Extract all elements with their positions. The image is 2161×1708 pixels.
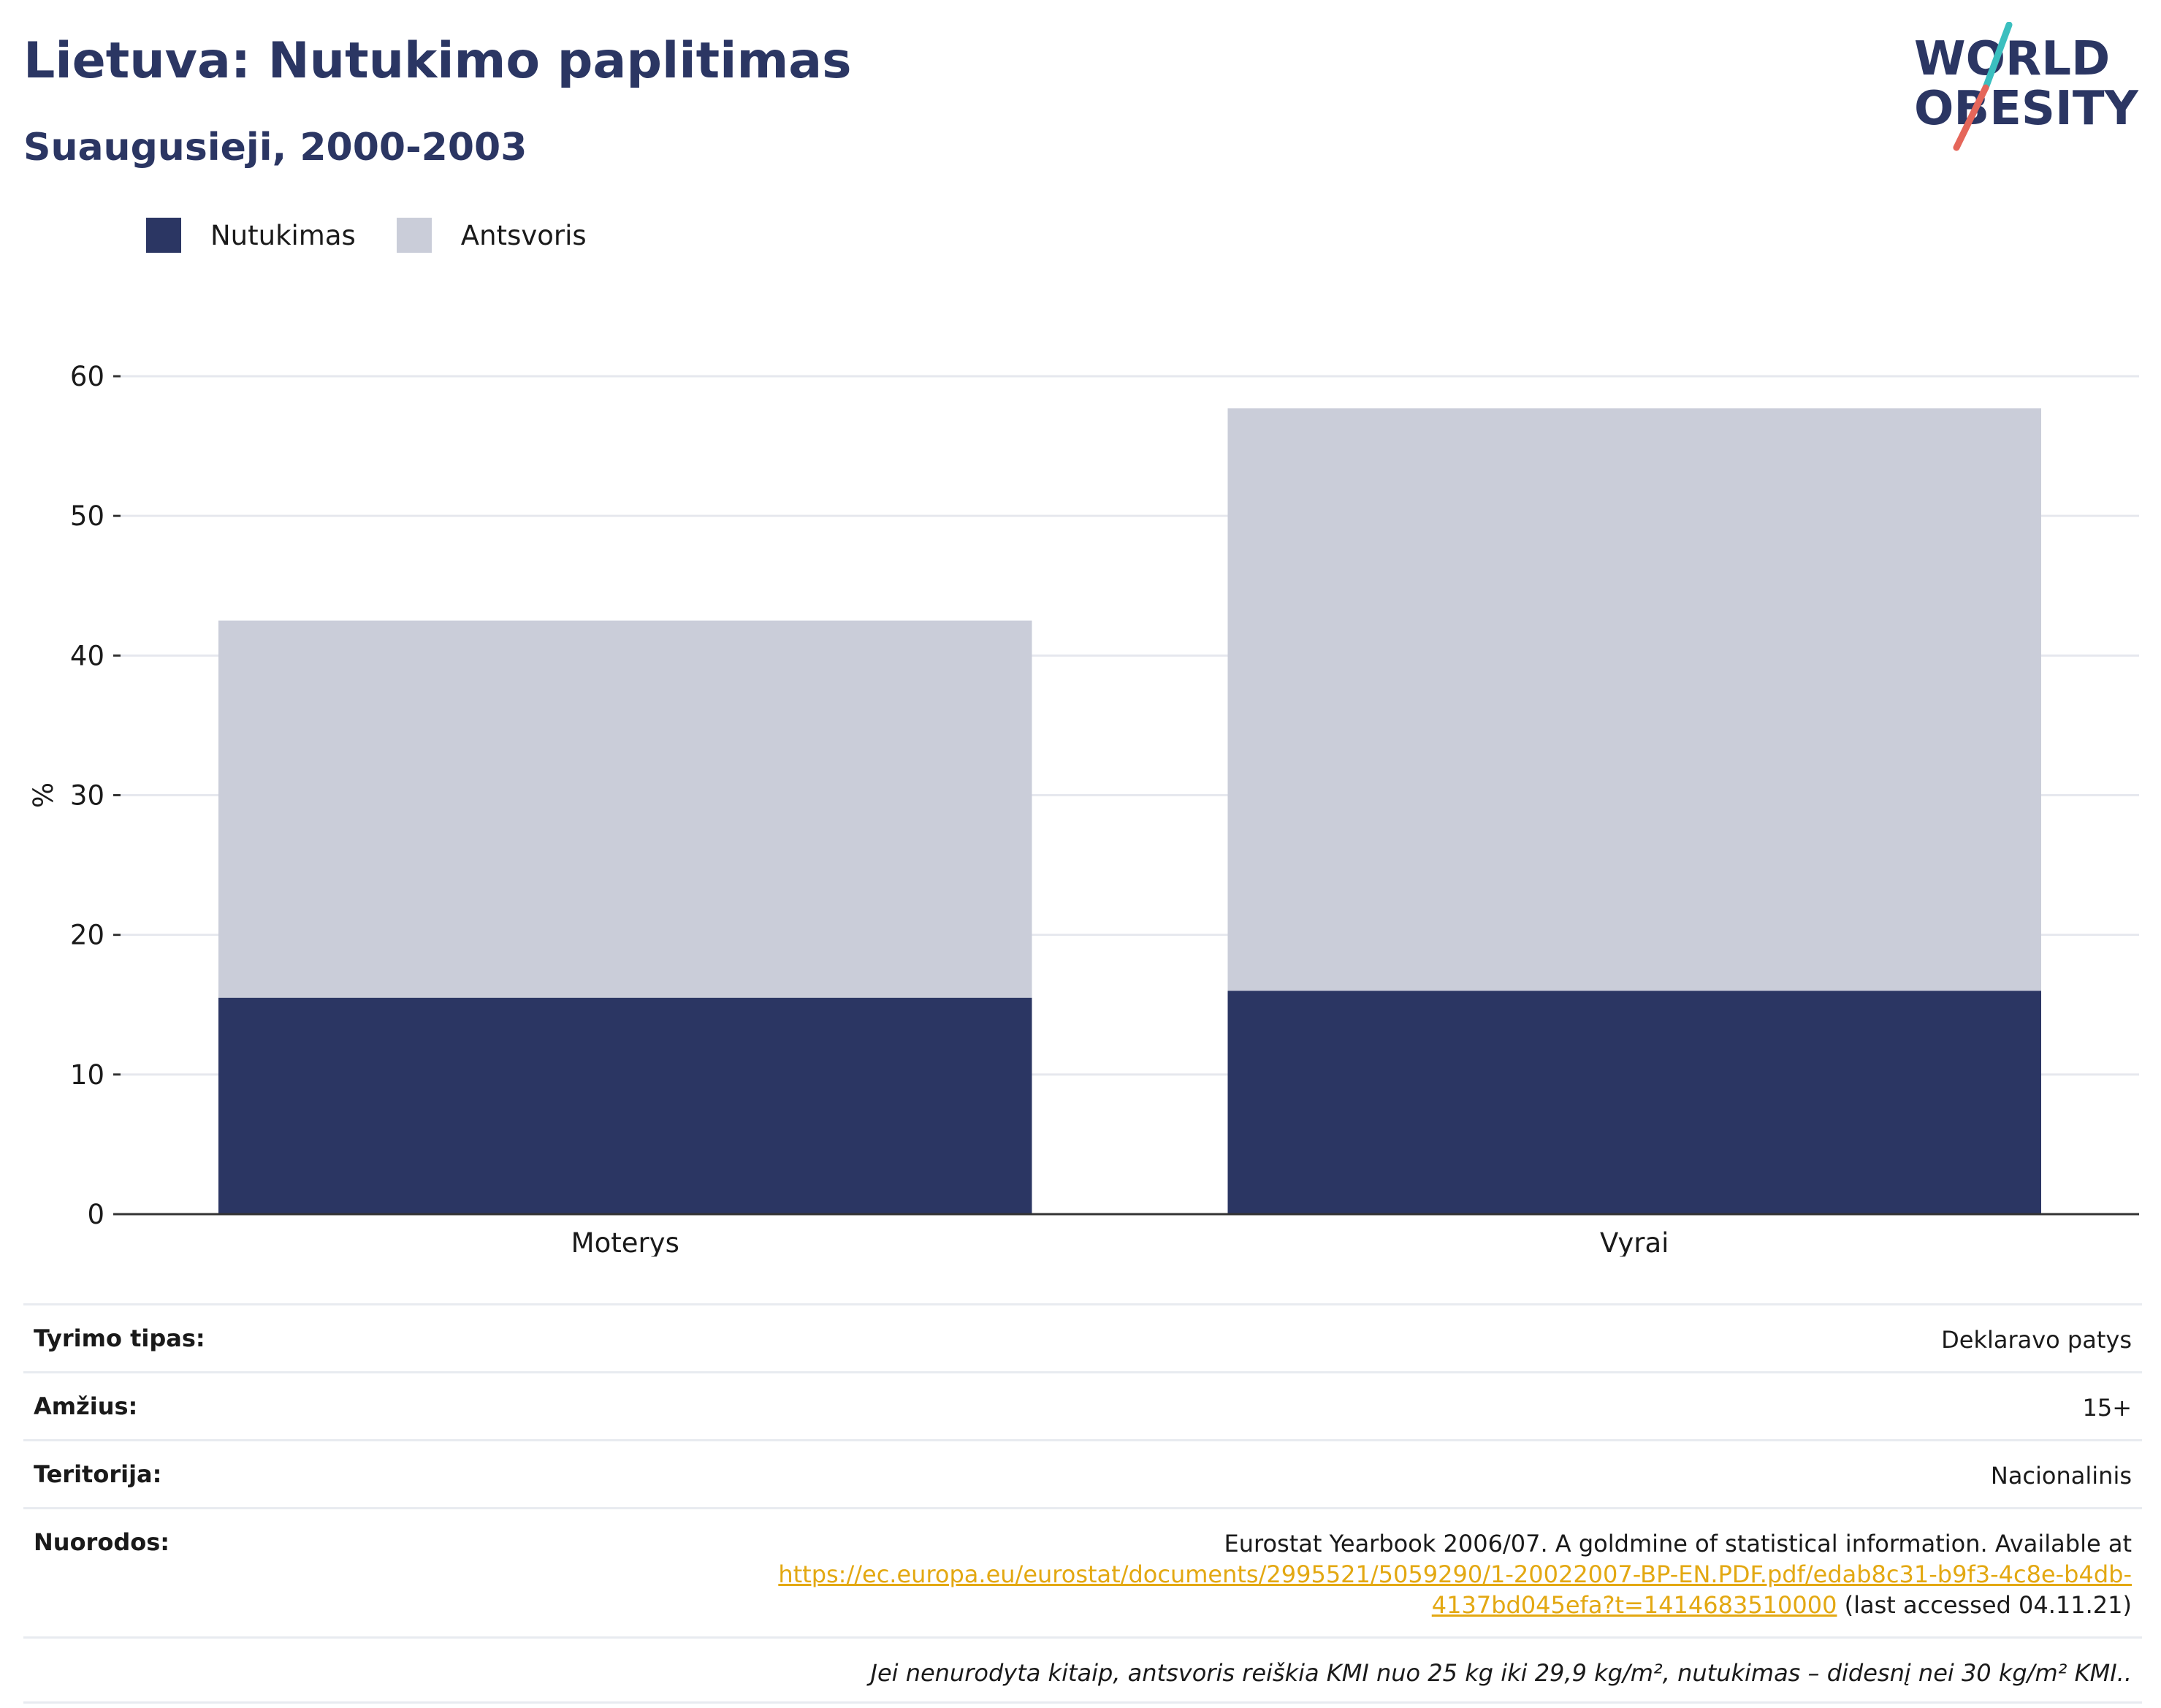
info-table: Tyrimo tipas: Deklaravo patys Amžius: 15… — [23, 1303, 2142, 1704]
age-value: 15+ — [2082, 1394, 2132, 1422]
legend-swatch-nutukimas — [146, 218, 181, 253]
logo-text-obesity: OBESITY — [1914, 82, 2138, 136]
bar-moterys-nutukimas — [218, 997, 1032, 1214]
bar-vyrai-antsvoris — [1227, 408, 2041, 991]
age-label: Amžius: — [34, 1392, 138, 1420]
legend: Nutukimas Antsvoris — [146, 218, 628, 253]
y-tick-label-40: 40 — [70, 640, 104, 671]
logo-slash-red — [1953, 84, 1989, 151]
info-row-references: Nuorodos: Eurostat Yearbook 2006/07. A g… — [23, 1507, 2142, 1636]
territory-value: Nacionalinis — [1990, 1462, 2132, 1490]
references-label: Nuorodos: — [34, 1528, 170, 1556]
x-tick-label-vyrai: Vyrai — [1600, 1227, 1669, 1257]
chart-title: Lietuva: Nutukimo paplitimas — [23, 32, 852, 90]
legend-item-antsvoris[interactable]: Antsvoris — [396, 218, 587, 253]
bar-chart: 0 10 20 30 40 50 60% Moterys Vyrai — [28, 361, 2139, 1257]
references-accessed-date: (last accessed 04.11.21) — [1837, 1591, 2132, 1619]
logo-text-world: WORLD — [1914, 32, 2110, 86]
legend-swatch-antsvoris — [396, 218, 432, 253]
legend-label-antsvoris: Antsvoris — [460, 219, 587, 251]
info-row-territory: Teritorija: Nacionalinis — [23, 1439, 2142, 1507]
world-obesity-logo: WORLD OBESITY — [1914, 22, 2138, 151]
y-tick-label-10: 10 — [70, 1059, 104, 1091]
y-tick-label-30: 30 — [70, 780, 104, 812]
chart-subtitle: Suaugusieji, 2000-2003 — [23, 126, 527, 169]
y-tick-label-50: 50 — [70, 500, 104, 532]
definition-note-row: Jei nenurodyta kitaip, antsvoris reiškia… — [23, 1636, 2142, 1704]
info-row-survey-type: Tyrimo tipas: Deklaravo patys — [23, 1303, 2142, 1371]
legend-item-nutukimas[interactable]: Nutukimas — [146, 218, 356, 253]
y-axis-label: % — [28, 782, 59, 808]
bar-moterys-antsvoris — [218, 620, 1032, 998]
axis-layer: 0 10 20 30 40 50 60% Moterys Vyrai — [28, 361, 2139, 1257]
definition-note: Jei nenurodyta kitaip, antsvoris reiškia… — [870, 1659, 2133, 1687]
references-text: Eurostat Yearbook 2006/07. A goldmine of… — [1224, 1530, 2133, 1558]
info-row-age: Amžius: 15+ — [23, 1371, 2142, 1439]
bars-layer — [218, 408, 2041, 1214]
y-tick-label-20: 20 — [70, 920, 104, 951]
territory-label: Teritorija: — [34, 1460, 162, 1488]
y-tick-label-0: 0 — [87, 1199, 104, 1230]
logo-slash-teal — [1982, 22, 2013, 91]
bar-vyrai-nutukimas — [1227, 991, 2041, 1214]
x-tick-label-moterys: Moterys — [571, 1227, 679, 1257]
references-link-part-1[interactable]: https://ec.europa.eu/eurostat/documents/… — [778, 1560, 2132, 1588]
references-link-part-2[interactable]: 4137bd045efa?t=1414683510000 — [1431, 1591, 1837, 1619]
references-value: Eurostat Yearbook 2006/07. A goldmine of… — [778, 1528, 2132, 1620]
survey-type-value: Deklaravo patys — [1941, 1326, 2132, 1354]
survey-type-label: Tyrimo tipas: — [34, 1324, 205, 1352]
y-tick-label-60: 60 — [70, 361, 104, 392]
legend-label-nutukimas: Nutukimas — [210, 219, 356, 251]
